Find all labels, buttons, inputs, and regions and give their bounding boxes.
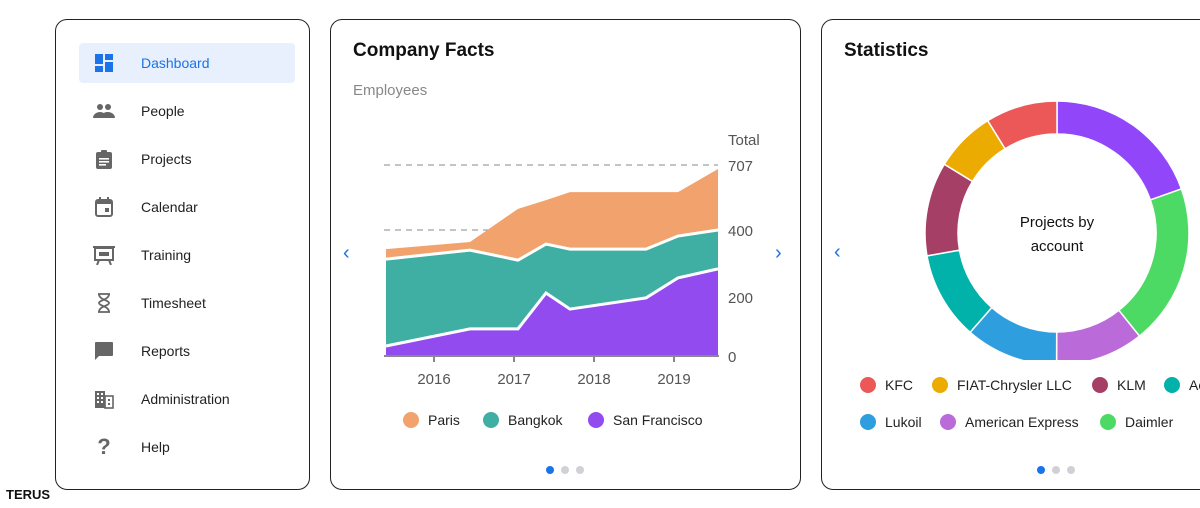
x-tick-label: 2019	[657, 371, 690, 388]
page-dot[interactable]	[546, 466, 554, 474]
sidebar: Dashboard People Projects Calendar Training T…	[55, 19, 310, 490]
legend-swatch	[1092, 377, 1108, 393]
legend-item[interactable]: KLM	[1092, 377, 1146, 393]
reports-icon	[93, 341, 115, 361]
legend-label: Bangkok	[508, 412, 563, 428]
legend-label: American Express	[965, 414, 1079, 430]
x-tick-label: 2017	[497, 371, 530, 388]
calendar-icon	[93, 197, 115, 217]
card-title: Statistics	[844, 40, 929, 61]
sidebar-item-help[interactable]: ? Help	[79, 427, 295, 467]
next-arrow-icon[interactable]: ›	[775, 242, 782, 264]
legend-swatch	[483, 412, 499, 428]
legend-label: San Francisco	[613, 412, 703, 428]
donut-slice-kfc[interactable]	[986, 100, 1058, 150]
legend-item[interactable]: Lukoil	[860, 414, 922, 430]
donut-slice-klm[interactable]	[924, 163, 974, 257]
legend-label: Daimler	[1125, 414, 1174, 430]
legend-label: FIAT-Chrysler LLC	[957, 377, 1072, 393]
donut-slice-daimler[interactable]	[1117, 187, 1190, 338]
legend-item[interactable]: Daimler	[1100, 414, 1173, 430]
legend-item[interactable]: Paris	[403, 412, 460, 428]
pagination-dots	[546, 466, 584, 474]
area-paris	[386, 169, 718, 261]
sidebar-item-calendar[interactable]: Calendar	[79, 187, 295, 227]
legend-swatch	[403, 412, 419, 428]
sidebar-item-dashboard[interactable]: Dashboard	[79, 43, 295, 83]
legend-swatch	[860, 377, 876, 393]
legend-item[interactable]: FIAT-Chrysler LLC	[932, 377, 1072, 393]
sidebar-item-label: Projects	[141, 151, 192, 167]
dashboard-icon	[93, 53, 115, 73]
legend-item[interactable]: KFC	[860, 377, 913, 393]
legend-swatch	[588, 412, 604, 428]
y-tick-label: 0	[728, 349, 736, 366]
area-chart: 2016 2017 2018 2019 Total 0 200 400 707	[384, 132, 760, 388]
legend-swatch	[1100, 414, 1116, 430]
company-facts-card: Company Facts Employees ‹ › 2016 2017 2018…	[330, 19, 801, 490]
prev-arrow-icon[interactable]: ‹	[343, 242, 350, 264]
legend-item[interactable]: Bangkok	[483, 412, 562, 428]
x-tick-label: 2016	[417, 371, 450, 388]
donut-center-label: Projects by account	[1020, 214, 1095, 255]
sidebar-item-training[interactable]: Training	[79, 235, 295, 275]
building-icon	[93, 389, 115, 409]
clipboard-icon	[93, 149, 115, 169]
sidebar-item-label: Reports	[141, 343, 191, 359]
area-san-francisco	[386, 268, 718, 356]
legend-label: KFC	[885, 377, 913, 393]
sidebar-item-label: Timesheet	[141, 295, 206, 311]
y-tick-label: 400	[728, 223, 753, 240]
page-dot[interactable]	[561, 466, 569, 474]
brand-logo: TERUS	[6, 487, 51, 502]
legend-label: Lukoil	[885, 414, 922, 430]
sidebar-item-label: Administration	[141, 391, 230, 407]
sidebar-item-label: Calendar	[141, 199, 198, 215]
legend-item[interactable]: American Express	[940, 414, 1079, 430]
series-boundary	[385, 228, 719, 262]
y-tick-label: 707	[728, 158, 753, 175]
legend-item[interactable]: Ac	[1164, 377, 1200, 393]
sidebar-item-projects[interactable]: Projects	[79, 139, 295, 179]
sidebar-item-label: Dashboard	[141, 55, 210, 71]
legend-label: Ac	[1189, 377, 1200, 393]
page-dot[interactable]	[1067, 466, 1075, 474]
prev-arrow-icon[interactable]: ‹	[834, 241, 841, 263]
series-boundary	[385, 267, 719, 348]
legend-swatch	[860, 414, 876, 430]
sidebar-item-label: Training	[141, 247, 192, 263]
statistics-card: Statistics ‹ Projects by account KFC FIAT-…	[821, 19, 1200, 490]
presentation-icon	[93, 245, 115, 265]
legend-swatch	[932, 377, 948, 393]
legend-swatch	[940, 414, 956, 430]
sidebar-item-reports[interactable]: Reports	[79, 331, 295, 371]
hourglass-icon	[93, 293, 115, 313]
sidebar-item-people[interactable]: People	[79, 91, 295, 131]
page-dot[interactable]	[576, 466, 584, 474]
page-dot[interactable]	[1037, 466, 1045, 474]
card-title: Company Facts	[353, 40, 495, 61]
sidebar-item-label: Help	[141, 439, 170, 455]
y-tick-label: 200	[728, 290, 753, 307]
donut-chart: Projects by account	[924, 100, 1190, 360]
card-subtitle: Employees	[353, 82, 428, 99]
help-icon: ?	[97, 434, 111, 459]
area-bangkok	[386, 230, 718, 346]
donut-slice[interactable]	[1056, 100, 1183, 201]
legend-item[interactable]: San Francisco	[588, 412, 702, 428]
legend-label: KLM	[1117, 377, 1146, 393]
pagination-dots	[1037, 466, 1075, 474]
sidebar-item-label: People	[141, 103, 185, 119]
y-axis-label: Total	[728, 132, 760, 149]
x-tick-label: 2018	[577, 371, 610, 388]
sidebar-item-administration[interactable]: Administration	[79, 379, 295, 419]
people-icon	[93, 101, 115, 121]
sidebar-item-timesheet[interactable]: Timesheet	[79, 283, 295, 323]
page-dot[interactable]	[1052, 466, 1060, 474]
legend-swatch	[1164, 377, 1180, 393]
legend-label: Paris	[428, 412, 460, 428]
